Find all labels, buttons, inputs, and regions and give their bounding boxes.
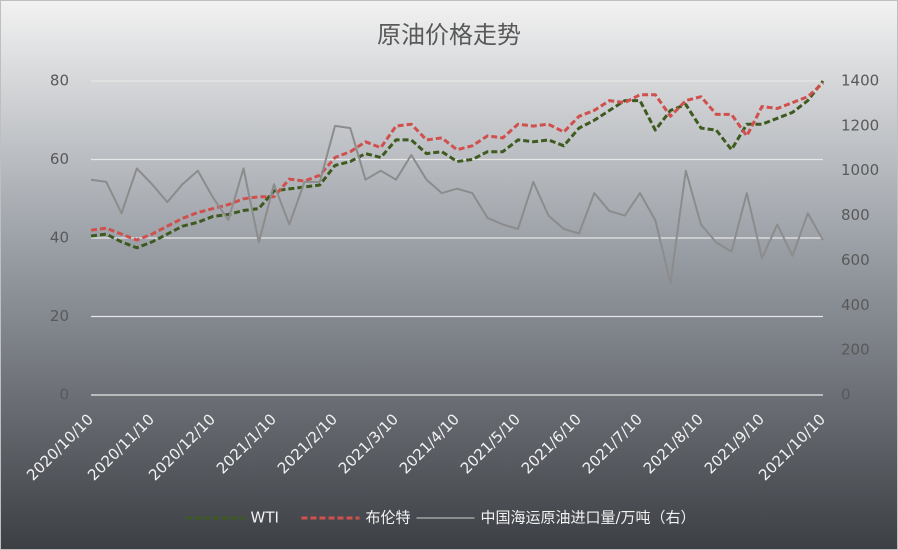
- y2-tick-label: 400: [841, 296, 870, 314]
- y2-tick-label: 600: [841, 251, 870, 269]
- series-line: [90, 81, 825, 242]
- y2-tick-label: 200: [841, 341, 870, 359]
- y2-tick-label: 1000: [841, 161, 879, 179]
- series-line: [90, 80, 825, 250]
- y2-tick-label: 800: [841, 206, 870, 224]
- y2-tick-label: 1400: [841, 72, 879, 90]
- legend-label: WTI: [251, 509, 279, 527]
- y-tick-label: 0: [59, 386, 69, 404]
- y2-tick-label: 0: [841, 386, 851, 404]
- y-tick-label: 20: [50, 307, 69, 325]
- y-tick-label: 60: [50, 150, 69, 168]
- legend: WTI 布伦特 中国海运原油进口量/万吨（右）: [186, 509, 696, 527]
- legend-label: 中国海运原油进口量/万吨（右）: [481, 509, 696, 527]
- chart-title: 原油价格走势: [377, 21, 521, 49]
- y2-tick-label: 1200: [841, 116, 879, 134]
- y-tick-label: 40: [50, 229, 69, 247]
- y-tick-label: 80: [50, 72, 69, 90]
- legend-label: 布伦特: [366, 509, 411, 527]
- series-line: [90, 124, 824, 284]
